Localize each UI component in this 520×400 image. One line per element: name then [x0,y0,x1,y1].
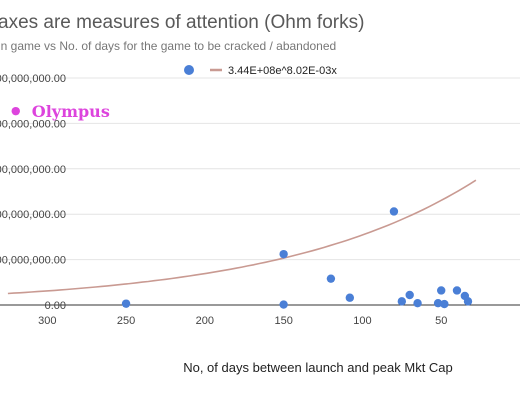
highlight-point-olympus [11,106,20,116]
data-point [413,298,422,308]
y-tick-label: 00,000,000.00 [0,209,66,221]
data-point [345,293,355,302]
legend-series-marker [184,65,194,75]
data-point [440,299,449,309]
data-point [437,286,446,295]
y-axis-ticks: 0.00 00,000,000.00 00,000,000.00 00,000,000… [0,73,66,312]
annotation-olympus: Olympus [32,102,110,121]
y-tick-label: 00,000,000.00 [0,164,66,176]
x-tick-label: 250 [117,315,135,327]
trendline [7,179,477,295]
chart-subtitle: in game vs No. of days for the game to b… [0,39,336,53]
y-tick-label: 0.00 [45,300,66,312]
x-tick-label: 100 [353,315,371,327]
data-point [397,297,407,306]
data-point [389,207,399,216]
data-point [326,274,336,283]
y-tick-label: 00,000,000.00 [0,255,66,267]
data-point [121,299,131,308]
legend: 3.44E+08e^8.02E-03x [184,65,337,77]
data-points [121,207,473,309]
data-point [452,286,462,295]
x-axis-label: No, of days between launch and peak Mkt … [183,360,453,375]
x-tick-label: 50 [435,315,447,327]
chart-title: axes are measures of attention (Ohm fork… [0,12,364,33]
y-tick-label: 00,000,000.00 [0,118,66,130]
highlight-group: Olympus [11,102,110,121]
data-point [279,300,288,309]
data-point [433,298,443,308]
x-tick-label: 150 [274,315,292,327]
y-tick-label: 00,000,000.00 [0,73,66,85]
gridlines [0,77,520,306]
trendline-group [7,179,477,295]
x-tick-label: 300 [38,315,56,327]
data-point [463,297,473,306]
data-point [279,249,288,259]
data-point [405,290,414,300]
x-axis-ticks: 300 250 200 150 100 50 [38,315,447,327]
x-tick-label: 200 [196,315,214,327]
legend-trendline-label: 3.44E+08e^8.02E-03x [228,65,337,77]
